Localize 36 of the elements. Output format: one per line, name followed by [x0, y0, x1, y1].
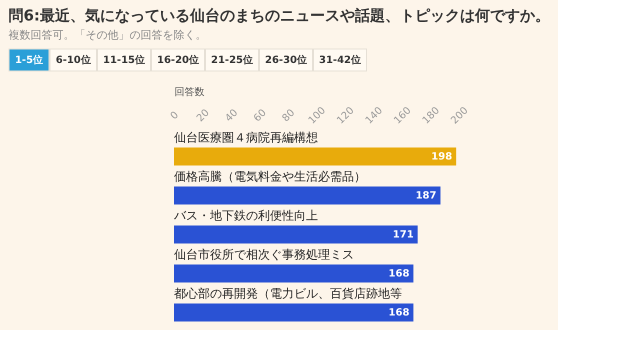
- y-tick-label: 価格高騰（電気料金や生活必需品）: [174, 170, 366, 184]
- data-label: 198: [431, 152, 452, 162]
- data-label: 187: [416, 190, 437, 202]
- bar: [174, 264, 414, 282]
- text: 1-5位: [14, 54, 44, 66]
- x-tick-label: 140: [364, 105, 385, 126]
- data-label: 168: [388, 268, 410, 280]
- bar: [174, 148, 456, 166]
- bar: [174, 226, 418, 244]
- text: 11-15位: [103, 54, 145, 66]
- text: 16-20位: [157, 54, 199, 66]
- text: 21-25位: [211, 54, 253, 66]
- x-tick-label: 100: [306, 105, 328, 126]
- bar: [174, 304, 414, 322]
- x-tick-label: 120: [335, 105, 356, 126]
- x-tick-label: 0: [168, 110, 181, 122]
- y-tick-label: 仙台市役所で相次ぐ事務処理ミス: [174, 248, 354, 262]
- text: 26-30位: [265, 54, 307, 66]
- y-tick-label: バス・地下鉄の利便性向上: [173, 208, 318, 222]
- x-tick-label: 80: [280, 107, 298, 124]
- x-tick-label: 60: [252, 107, 269, 124]
- chart-subtitle: 複数回答可。「その他」の回答を除く。: [8, 28, 206, 42]
- data-label: 168: [388, 308, 410, 318]
- x-tick-label: 200: [449, 105, 470, 126]
- data-label: 171: [392, 230, 414, 240]
- x-tick-label: 160: [392, 105, 414, 126]
- chart-title: 問6:最近、気になっている仙台のまちのニュースや話題、トピックは何ですか。: [8, 6, 550, 24]
- x-tick-label: 20: [194, 107, 212, 124]
- x-tick-label: 180: [420, 105, 442, 126]
- bar: [174, 186, 440, 204]
- text: 31-42位: [319, 54, 361, 66]
- x-tick-label: 40: [223, 107, 240, 124]
- y-tick-label: 仙台医療圏４病院再編構想: [174, 130, 318, 144]
- y-tick-label: 都心部の再開発（電力ビル、百貨店跡地等: [174, 286, 402, 300]
- x-axis-title: 回答数: [174, 86, 204, 98]
- text: 6-10位: [56, 54, 91, 66]
